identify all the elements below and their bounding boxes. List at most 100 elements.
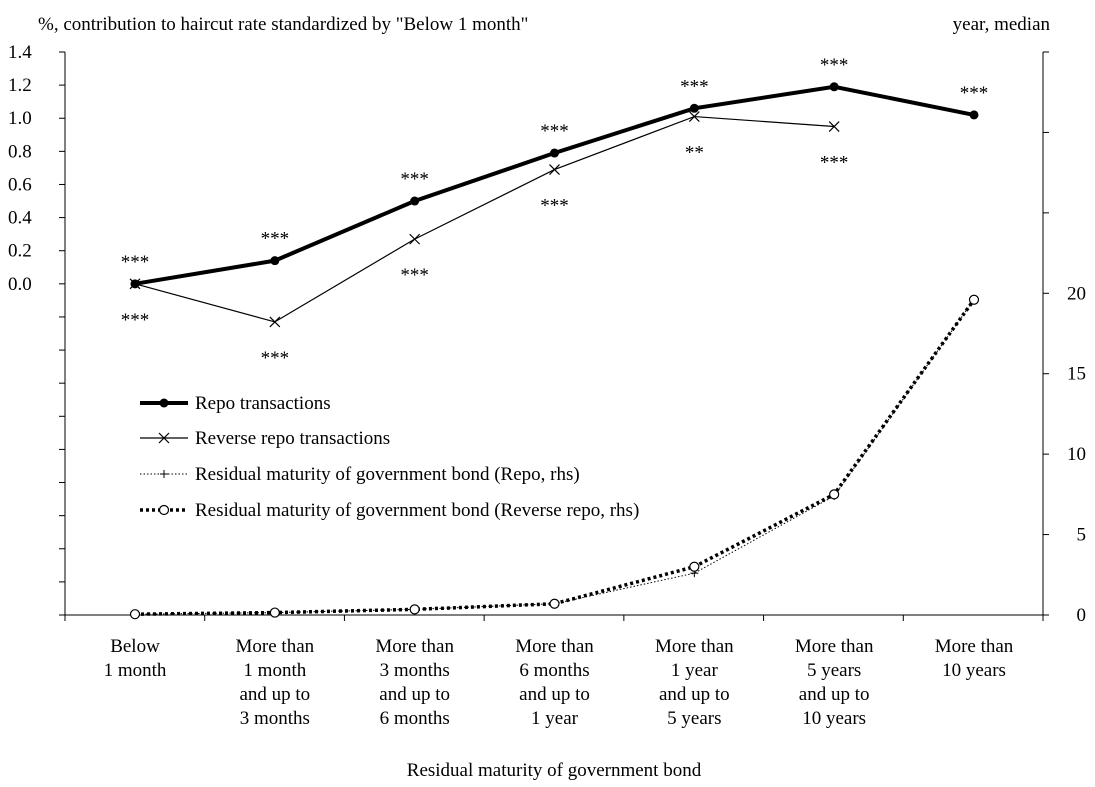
x-category-line: 6 months (519, 660, 589, 681)
x-category-line: More than (935, 636, 1014, 657)
x-category-line: More than (375, 636, 454, 657)
x-marker-stroke (269, 316, 281, 328)
legend-entry-label: Residual maturity of government bond (Re… (195, 500, 639, 521)
x-category-line: 5 years (807, 660, 861, 681)
significance-label: *** (121, 310, 150, 331)
significance-label: *** (261, 229, 290, 250)
series-line-3 (134, 298, 976, 616)
x-category-line: More than (515, 636, 594, 657)
x-axis: Below 1 month More than 1 month and up to 3 m… (64, 615, 1044, 729)
significance-label: ** (685, 143, 704, 164)
x-category-label: More than 1 month and up to 3 months (236, 636, 315, 729)
left-tick-label: 1.2 (8, 75, 32, 96)
significance-label: *** (121, 252, 150, 273)
significance-label: *** (820, 153, 849, 174)
reverse-repo-point (688, 111, 700, 123)
significance-label: *** (680, 76, 709, 97)
x-category-line: 6 months (380, 708, 450, 729)
right-axis: 20 15 10 5 0 (1043, 51, 1087, 626)
significance-label: *** (540, 121, 569, 142)
x-marker-stroke (549, 164, 560, 175)
reverse-repo-point (549, 164, 560, 175)
significance-label: *** (960, 83, 989, 104)
reverse-repo-point (269, 316, 281, 328)
x-category-line: 10 years (802, 708, 866, 729)
maturity-reverse-repo-point (129, 609, 141, 620)
maturity-reverse-repo-point (549, 598, 560, 609)
series-line-1 (134, 115, 835, 323)
x-category-line: and up to (799, 684, 870, 705)
repo-point (689, 103, 699, 113)
left-tick-label: 0.8 (8, 141, 32, 162)
repo-point (829, 82, 839, 92)
series-line-2 (134, 299, 975, 615)
x-category-line: and up to (379, 684, 450, 705)
maturity-reverse-repo-point (689, 561, 700, 572)
x-category-line: 1 month (104, 660, 167, 681)
left-tick-label: 1.0 (8, 108, 32, 129)
x-category-line: 5 years (667, 708, 721, 729)
legend-entry-label: Reverse repo transactions (195, 428, 390, 449)
reverse-repo-point (828, 121, 840, 132)
significance-label: *** (540, 196, 569, 217)
left-axis: 1.4 1.2 1.0 0.8 0.6 0.4 0.2 0.0 (8, 42, 65, 616)
right-tick-label: 0 (1077, 605, 1087, 626)
significance-label: *** (400, 265, 429, 286)
left-tick-label: 0.0 (8, 274, 32, 295)
x-marker-stroke (688, 111, 700, 123)
repo-point (270, 256, 280, 266)
x-category-line: and up to (239, 684, 310, 705)
left-tick-label: 1.4 (8, 42, 32, 63)
right-tick-label: 5 (1077, 525, 1087, 546)
maturity-reverse-repo-point (269, 607, 280, 618)
x-category-line: and up to (659, 684, 730, 705)
x-category-label: More than 3 months and up to 6 months (375, 636, 454, 729)
left-tick-label: 0.6 (8, 174, 32, 195)
x-category-line: More than (795, 636, 874, 657)
left-tick-label: 0.2 (8, 241, 32, 262)
x-axis-title: Residual maturity of government bond (407, 760, 702, 781)
series-layer: ************** ************************ (121, 55, 989, 620)
legend-marker (158, 432, 170, 444)
right-tick-label: 10 (1067, 444, 1086, 465)
right-tick-label: 15 (1067, 364, 1086, 385)
left-axis-unit-label: %, contribution to haircut rate standard… (38, 14, 528, 35)
x-category-line: 3 months (240, 708, 310, 729)
x-category-line: Below (110, 636, 160, 657)
legend-entry-label: Repo transactions (195, 393, 331, 414)
left-tick-label: 0.4 (8, 208, 32, 229)
repo-point (130, 279, 140, 289)
repo-point (969, 110, 979, 120)
x-category-label: More than 10 years (935, 636, 1014, 681)
x-category-label: More than 1 year and up to 5 years (655, 636, 734, 729)
repo-point (410, 196, 420, 206)
maturity-reverse-repo-point (829, 489, 840, 500)
x-category-line: More than (655, 636, 734, 657)
x-marker-stroke (409, 233, 421, 245)
significance-label: *** (261, 348, 290, 369)
x-category-label: Below 1 month (104, 636, 167, 681)
x-category-line: 1 month (243, 660, 306, 681)
legend-marker (158, 504, 170, 516)
maturity-reverse-repo-point (968, 294, 980, 305)
x-category-line: More than (236, 636, 315, 657)
x-category-line: and up to (519, 684, 590, 705)
right-tick-label: 20 (1067, 283, 1086, 304)
x-category-label: More than 6 months and up to 1 year (515, 636, 594, 729)
x-category-line: 10 years (942, 660, 1006, 681)
repo-point (550, 148, 559, 158)
legend: Repo transactions Reverse repo transactio… (140, 393, 639, 521)
reverse-repo-point (409, 233, 421, 245)
significance-label: *** (820, 55, 849, 76)
maturity-reverse-repo-point (409, 604, 420, 615)
legend-marker (159, 398, 169, 408)
x-category-line: 3 months (380, 660, 450, 681)
x-category-line: 1 year (531, 708, 579, 729)
x-marker-stroke (828, 121, 840, 132)
x-category-line: 1 year (671, 660, 719, 681)
legend-entry-label: Residual maturity of government bond (Re… (195, 464, 580, 485)
right-axis-unit-label: year, median (953, 14, 1051, 35)
x-category-label: More than 5 years and up to 10 years (795, 636, 874, 729)
significance-label: *** (400, 169, 429, 190)
